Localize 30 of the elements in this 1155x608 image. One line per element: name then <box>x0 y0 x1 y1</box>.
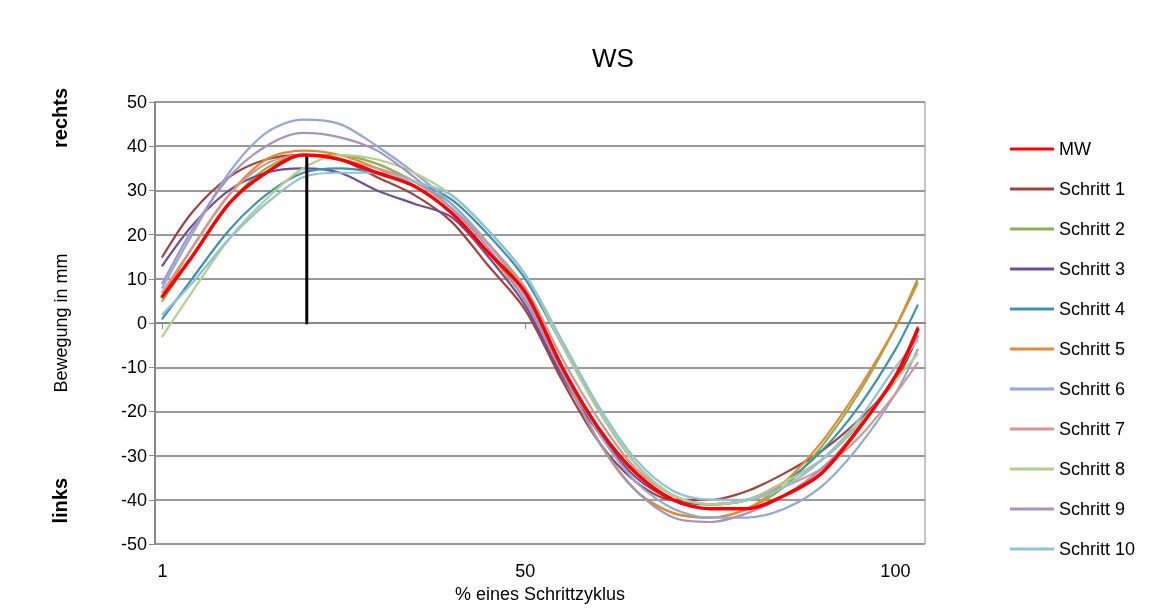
chart-title: WS <box>592 43 634 73</box>
legend-label: MW <box>1058 139 1091 159</box>
y-axis-title: Bewegung in mm <box>51 253 71 393</box>
x-tick-label: 50 <box>515 561 536 582</box>
y-tick-label: 50 <box>126 92 147 112</box>
y-tick-label: 30 <box>126 180 147 201</box>
y-tick-label: -50 <box>120 534 147 555</box>
text: rechts <box>49 88 71 149</box>
legend-label: Schritt 1 <box>1058 179 1125 199</box>
legend-label: Schritt 6 <box>1058 379 1125 399</box>
y-tick-label: 40 <box>126 136 147 157</box>
x-tick-label: 100 <box>880 561 911 582</box>
legend-label: Schritt 10 <box>1058 539 1136 559</box>
y-tick-label: -30 <box>120 445 147 466</box>
legend-label: Schritt 8 <box>1058 459 1125 479</box>
y-tick-label: 10 <box>126 268 147 289</box>
x-axis-title: % eines Schrittzyklus <box>454 584 626 604</box>
y-tick-label: -20 <box>120 401 147 422</box>
legend-label: Schritt 4 <box>1058 299 1125 319</box>
y-tick-label: 20 <box>126 224 147 245</box>
legend-label: Schritt 2 <box>1058 219 1125 239</box>
legend-label: Schritt 5 <box>1058 339 1125 359</box>
y-tick-label: -10 <box>120 357 147 378</box>
y-tick-label: -40 <box>120 489 147 510</box>
legend-label: Schritt 7 <box>1058 419 1125 439</box>
legend-label: Schritt 3 <box>1058 259 1125 279</box>
x-tick-label: 1 <box>157 561 168 582</box>
text: links <box>49 478 71 524</box>
legend-label: Schritt 9 <box>1058 499 1125 519</box>
y-tick-label: 0 <box>136 313 147 334</box>
